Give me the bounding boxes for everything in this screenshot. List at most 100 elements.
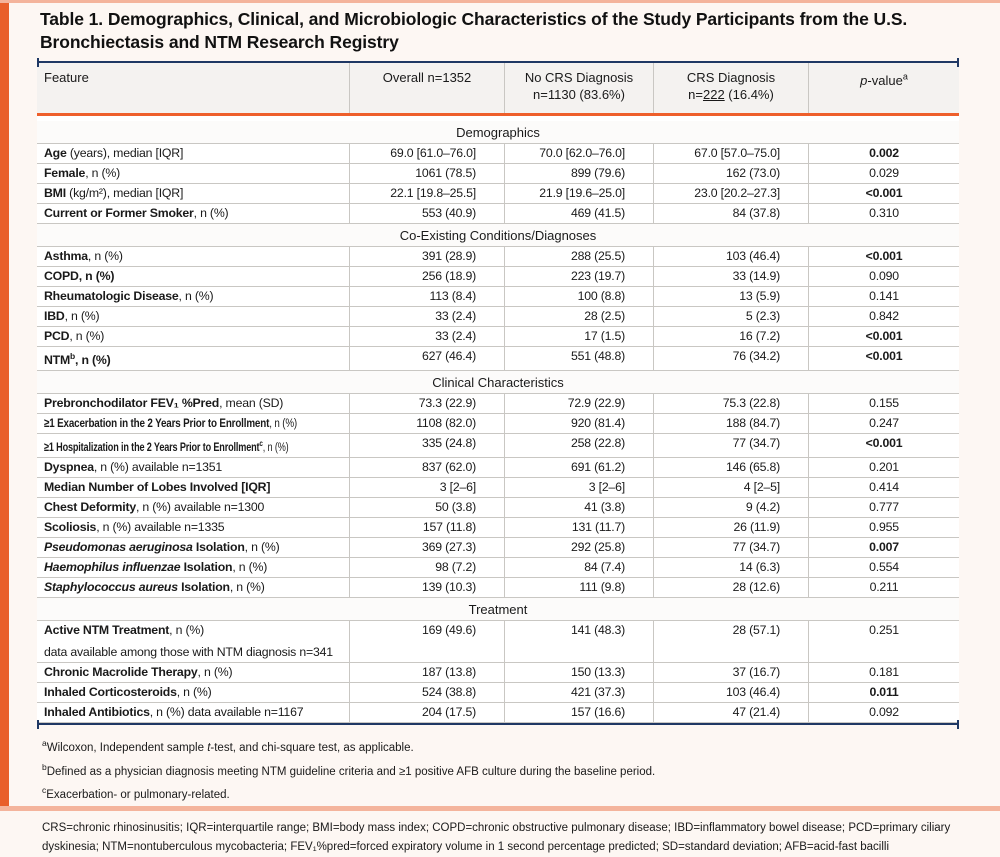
no-crs-cell: 21.9 [19.6–25.0]: [504, 184, 653, 203]
page-content: Table 1. Demographics, Clinical, and Mic…: [37, 6, 959, 857]
no-crs-cell: 157 (16.6): [504, 703, 653, 723]
table-row: Median Number of Lobes Involved [IQR] 3 […: [37, 478, 959, 499]
pvalue-footnote-mark: a: [902, 72, 908, 82]
label-segment: , n (%): [229, 580, 265, 595]
p-value-cell: 0.251: [808, 621, 959, 663]
overall-cell: 553 (40.9): [349, 204, 504, 223]
table-bottom-rule: [37, 719, 959, 729]
feature-cell: PCD, n (%): [37, 327, 349, 346]
no-crs-cell: 84 (7.4): [504, 558, 653, 578]
table-row: Inhaled Antibiotics, n (%) data availabl…: [37, 703, 959, 724]
crs-cell: 162 (73.0): [653, 164, 808, 183]
p-value-cell: 0.777: [808, 498, 959, 518]
crs-cell: 77 (34.7): [653, 538, 808, 558]
crs-cell: 103 (46.4): [653, 683, 808, 703]
crs-cell: 16 (7.2): [653, 327, 808, 346]
label-segment: Haemophilus influenzae: [44, 560, 181, 575]
no-crs-cell: 421 (37.3): [504, 683, 653, 703]
data-table: Feature Overall n=1352 No CRS Diagnosis …: [37, 57, 959, 729]
overall-cell: 98 (7.2): [349, 558, 504, 578]
overall-cell: 157 (11.8): [349, 518, 504, 538]
label-segment: , n (%) data available n=1167: [149, 705, 304, 720]
crs-cell: 9 (4.2): [653, 498, 808, 518]
label-segment: Rheumatologic Disease: [44, 289, 179, 303]
label-segment: Chest Deformity: [44, 500, 136, 515]
label-segment: , n (%): [193, 206, 229, 220]
crs-cell: 75.3 (22.8): [653, 394, 808, 414]
section-header: Treatment: [37, 598, 959, 622]
p-value-cell: <0.001: [808, 247, 959, 266]
no-crs-cell: 223 (19.7): [504, 267, 653, 286]
crs-cell: 14 (6.3): [653, 558, 808, 578]
feature-cell: Scoliosis, n (%) available n=1335: [37, 518, 349, 537]
label-segment: Inhaled Antibiotics: [44, 705, 150, 720]
label-segment: Chronic Macrolide Therapy: [44, 665, 198, 680]
crs-cell: 23.0 [20.2–27.3]: [653, 184, 808, 203]
table-header-row: Feature Overall n=1352 No CRS Diagnosis …: [37, 63, 959, 113]
table-row: Scoliosis, n (%) available n=1335 157 (11…: [37, 518, 959, 539]
label-segment: (kg/m²), median [IQR]: [65, 186, 184, 200]
table-row: NTMb, n (%) 627 (46.4) 551 (48.8) 76 (34.2)…: [37, 347, 959, 372]
feature-cell: Haemophilus influenzae Isolation, n (%): [37, 558, 349, 577]
crs-cell: 76 (34.2): [653, 347, 808, 371]
header-body-spacer: [37, 116, 959, 121]
p-value-cell: 0.247: [808, 414, 959, 434]
p-value-cell: 0.029: [808, 164, 959, 183]
header-underline-rule: [37, 113, 959, 116]
crs-cell: 33 (14.9): [653, 267, 808, 286]
p-value-cell: 0.011: [808, 683, 959, 703]
overall-cell: 169 (49.6): [349, 621, 504, 663]
label-segment: Isolation: [180, 560, 233, 575]
pvalue-rest: -value: [867, 73, 903, 89]
p-value-cell: 0.092: [808, 703, 959, 723]
feature-cell: Asthma, n (%): [37, 247, 349, 266]
col-header-no-crs-line2: n=1130 (83.6%): [533, 87, 625, 102]
label-segment: Dyspnea: [44, 460, 94, 475]
no-crs-cell: 28 (2.5): [504, 307, 653, 326]
label-segment: Inhaled Corticosteroids: [44, 685, 177, 700]
table-row: Asthma, n (%) 391 (28.9) 288 (25.5) 103 (46…: [37, 247, 959, 267]
table-row: Haemophilus influenzae Isolation, n (%) 9…: [37, 558, 959, 579]
condensed-label: ≥1 Exacerbation in the 2 Years Prior to …: [44, 414, 297, 433]
label-segment: ≥1 Exacerbation in the 2 Years Prior to …: [44, 416, 270, 431]
footnotes: aWilcoxon, Independent sample t-test, an…: [42, 734, 959, 804]
no-crs-cell: 100 (8.8): [504, 287, 653, 306]
footnote: cExacerbation- or pulmonary-related.: [42, 781, 959, 804]
label-segment: , n (%): [232, 560, 268, 575]
feature-cell: ≥1 Exacerbation in the 2 Years Prior to …: [37, 414, 349, 433]
label-segment: Prebronchodilator FEV₁ %Pred: [44, 396, 220, 411]
p-value-cell: 0.955: [808, 518, 959, 538]
label-segment: Defined as a physician diagnosis meeting…: [46, 765, 656, 778]
section-header: Co-Existing Conditions/Diagnoses: [37, 224, 959, 247]
crs-n-count: 222: [702, 87, 725, 102]
label-segment: , n (%): [69, 329, 105, 343]
crs-cell: 28 (12.6): [653, 578, 808, 598]
overall-cell: 113 (8.4): [349, 287, 504, 306]
no-crs-cell: 551 (48.8): [504, 347, 653, 371]
bottom-accent-line: [0, 806, 1000, 811]
col-header-no-crs: No CRS Diagnosis n=1130 (83.6%): [504, 63, 653, 113]
label-segment: , mean (SD): [219, 396, 284, 411]
crs-cell: 146 (65.8): [653, 458, 808, 478]
feature-cell: Chest Deformity, n (%) available n=1300: [37, 498, 349, 517]
col-header-crs-line2: n=222 (16.4%): [654, 86, 808, 103]
section-header: Clinical Characteristics: [37, 371, 959, 395]
crs-cell: 5 (2.3): [653, 307, 808, 326]
no-crs-cell: 150 (13.3): [504, 663, 653, 683]
feature-cell: Inhaled Antibiotics, n (%) data availabl…: [37, 703, 349, 722]
label-segment: (years), median [IQR]: [66, 146, 184, 160]
crs-cell: 47 (21.4): [653, 703, 808, 723]
label-segment: Current or Former Smoker: [44, 206, 194, 220]
p-value-cell: <0.001: [808, 434, 959, 458]
table-row: Pseudomonas aeruginosa Isolation, n (%) 3…: [37, 538, 959, 559]
label-segment: , n (%) available n=1351: [93, 460, 223, 475]
label-segment: Isolation: [177, 580, 230, 595]
overall-cell: 369 (27.3): [349, 538, 504, 558]
table-row: ≥1 Hospitalization in the 2 Years Prior …: [37, 434, 959, 459]
table-row: Female, n (%) 1061 (78.5) 899 (79.6) 162 (7…: [37, 164, 959, 184]
no-crs-cell: 288 (25.5): [504, 247, 653, 266]
table-row: ≥1 Exacerbation in the 2 Years Prior to …: [37, 414, 959, 435]
crs-n-percent: (16.4%): [724, 87, 774, 102]
label-segment: Exacerbation- or pulmonary-related.: [46, 788, 230, 801]
col-header-overall-label: Overall n=1352: [382, 70, 472, 85]
